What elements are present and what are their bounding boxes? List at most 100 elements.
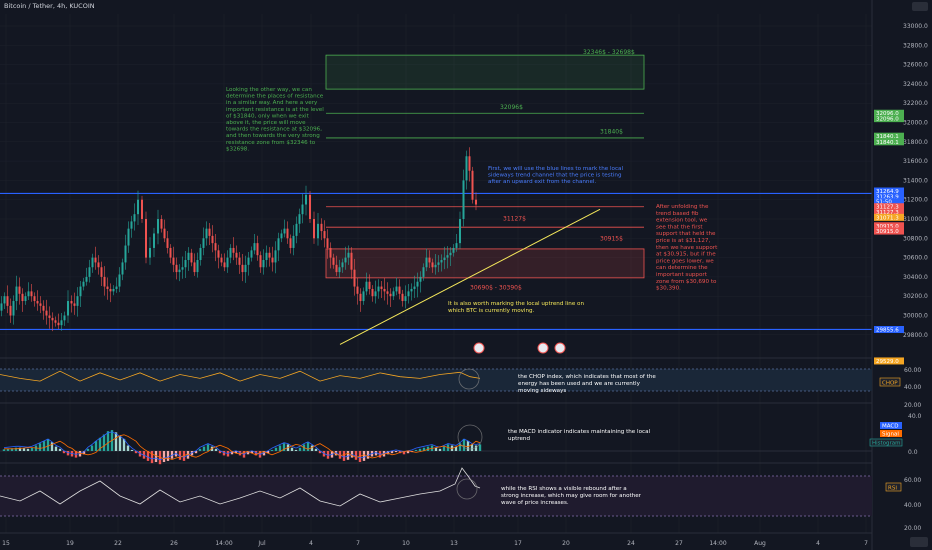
time-tick: 4	[309, 540, 313, 547]
candle-body	[214, 243, 217, 251]
signal-legend-badge[interactable]	[880, 430, 902, 437]
candle-body	[184, 260, 187, 268]
price-tag-label: 32096.0	[876, 117, 899, 123]
candle-body	[208, 228, 211, 236]
event-icon[interactable]	[537, 342, 549, 354]
candle-body	[178, 269, 181, 273]
macd-bar	[94, 441, 98, 451]
macd-bar	[126, 445, 130, 451]
price-tick: 31200.0	[903, 197, 928, 204]
candle-body	[115, 286, 118, 289]
candle-body	[33, 296, 36, 302]
time-axis[interactable]: 15 19 22 26 14:00 Jul 4 7 10 13 17 20 24 27 14:00 Aug 4 7	[2, 540, 868, 547]
price-tag-label: 30915.0	[876, 224, 899, 230]
macd-bar	[150, 451, 154, 464]
candle-body	[443, 257, 446, 261]
candle-body	[82, 281, 85, 287]
candle-body	[190, 252, 193, 263]
chop-band	[0, 369, 872, 391]
macd-bar	[42, 441, 46, 451]
macd-bar	[222, 451, 226, 456]
chop-legend-badge[interactable]	[879, 377, 901, 387]
macd-bar	[414, 449, 418, 451]
candle-body	[133, 214, 136, 222]
candle-body	[298, 214, 301, 224]
event-icon[interactable]	[473, 342, 485, 354]
candle-body	[235, 252, 238, 258]
time-tick: 19	[66, 540, 74, 547]
fullscreen-button[interactable]	[912, 2, 928, 11]
price-tag-label: 31264.9	[876, 189, 899, 195]
price-tag-badge	[874, 208, 904, 216]
price-tag-badge	[874, 203, 904, 211]
note-line: see that the first	[656, 224, 703, 230]
time-tick: 7	[356, 540, 360, 547]
candle-body	[91, 257, 94, 268]
macd-highlight-circle	[457, 424, 483, 450]
note-line: towards the resistance at $32096,	[226, 127, 322, 133]
candle-body	[70, 301, 73, 304]
price-tag-badge	[874, 213, 904, 221]
macd-bar	[90, 445, 94, 451]
rsi-line	[0, 467, 481, 507]
rsi-tick: 20.00	[904, 525, 921, 532]
candle-body	[181, 267, 184, 270]
signal-line	[4, 434, 481, 461]
event-icon[interactable]	[554, 342, 566, 354]
macd-bar	[458, 443, 462, 451]
macd-bar	[50, 442, 54, 451]
candle-body	[15, 286, 18, 302]
signal-legend-label: Signal	[882, 432, 899, 438]
price-axis[interactable]: 33000.0 32800.0 32600.0 32400.0 32200.0 32000…	[903, 23, 928, 339]
candle-body	[401, 293, 404, 302]
candle-body	[286, 228, 289, 239]
macd-bar	[146, 451, 150, 461]
candle-body	[446, 255, 449, 258]
candle-body	[202, 238, 205, 248]
candle-body	[368, 281, 371, 289]
note-line: It is also worth marking the local uptre…	[448, 301, 584, 307]
candle-body	[440, 260, 443, 263]
settings-gear-icon[interactable]	[910, 537, 928, 547]
candle-body	[199, 247, 202, 261]
zone-top-label: 32346$ - 32698$	[583, 49, 635, 56]
candle-body	[295, 223, 298, 236]
macd-legend-badge[interactable]	[880, 422, 902, 429]
macd-bar	[334, 451, 338, 456]
candle-body	[172, 257, 175, 265]
macd-bar	[230, 451, 234, 455]
candle-body	[39, 303, 42, 306]
histogram-legend-badge[interactable]	[869, 438, 903, 447]
candle-body	[175, 264, 178, 273]
macd-bar	[194, 451, 198, 454]
rsi-legend-badge[interactable]	[885, 482, 902, 492]
candle-body	[250, 250, 253, 258]
macd-bar	[10, 448, 14, 451]
macd-bar	[274, 447, 278, 451]
note-line: energy has been used and we are currentl…	[518, 381, 641, 387]
macd-bar	[54, 446, 58, 451]
time-tick: 27	[675, 540, 683, 547]
price-tag-label: 31127.3	[876, 205, 899, 211]
macd-bar	[306, 442, 310, 451]
candle-body	[247, 257, 250, 265]
candle-body	[51, 317, 54, 321]
macd-bar	[346, 451, 350, 460]
macd-bar	[342, 451, 346, 461]
macd-bar	[114, 432, 118, 451]
level-31840-label: 31840$	[600, 129, 623, 136]
candle-body	[196, 260, 199, 273]
candle-body	[374, 291, 377, 297]
candle-body	[157, 219, 159, 234]
candle-body	[160, 219, 163, 229]
candle-body	[335, 264, 338, 273]
macd-bar	[298, 447, 302, 451]
time-tick: 15	[2, 540, 10, 547]
candle-body	[256, 243, 259, 256]
candle-body	[57, 322, 60, 326]
candle-body	[253, 243, 256, 251]
note-line: above it, the price will move	[226, 120, 306, 126]
trend-lines	[339, 208, 601, 345]
candle-body	[223, 262, 226, 268]
